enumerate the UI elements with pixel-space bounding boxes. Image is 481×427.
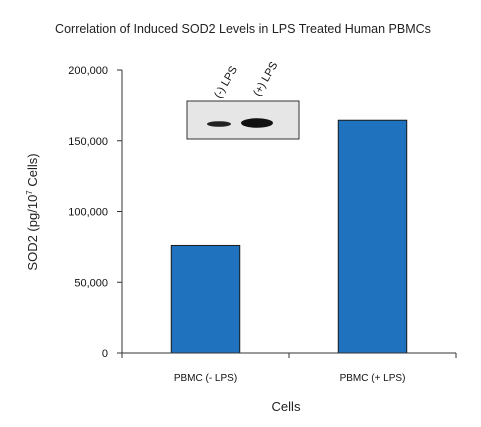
y-tick-label: 100,000 — [68, 207, 108, 219]
category-labels: PBMC (- LPS) PBMC (+ LPS) — [174, 373, 406, 384]
bar — [337, 119, 408, 354]
y-axis-title-superscript: 7 — [25, 190, 34, 195]
y-axis-title-suffix: Cells) — [25, 153, 40, 190]
western-blot-inset: (-) LPS (+) LPS — [186, 60, 300, 140]
y-tick-label: 150,000 — [68, 136, 108, 148]
blot-lane-label-minus-lps: (-) LPS — [212, 64, 240, 100]
x-axis-title: Cells — [272, 399, 301, 414]
x-axis-ticks — [121, 353, 457, 358]
blot-band-minus-lps — [207, 121, 231, 127]
category-label: PBMC (- LPS) — [174, 373, 237, 384]
y-axis-ticks: 0 50,000 100,000 150,000 200,000 — [68, 65, 122, 360]
bar — [170, 244, 241, 354]
category-label: PBMC (+ LPS) — [340, 373, 406, 384]
bar-group — [170, 119, 408, 354]
y-tick-label: 200,000 — [68, 65, 108, 77]
blot-frame — [186, 100, 300, 140]
blot-lane-label-plus-lps: (+) LPS — [251, 60, 280, 99]
y-tick-label: 0 — [102, 348, 108, 360]
chart-title: Correlation of Induced SOD2 Levels in LP… — [55, 22, 431, 36]
blot-band-plus-lps — [241, 118, 273, 128]
y-axis-title: SOD2 (pg/107 Cells) — [25, 153, 40, 270]
y-tick-label: 50,000 — [74, 277, 108, 289]
y-axis-title-prefix: SOD2 (pg/10 — [25, 195, 40, 271]
